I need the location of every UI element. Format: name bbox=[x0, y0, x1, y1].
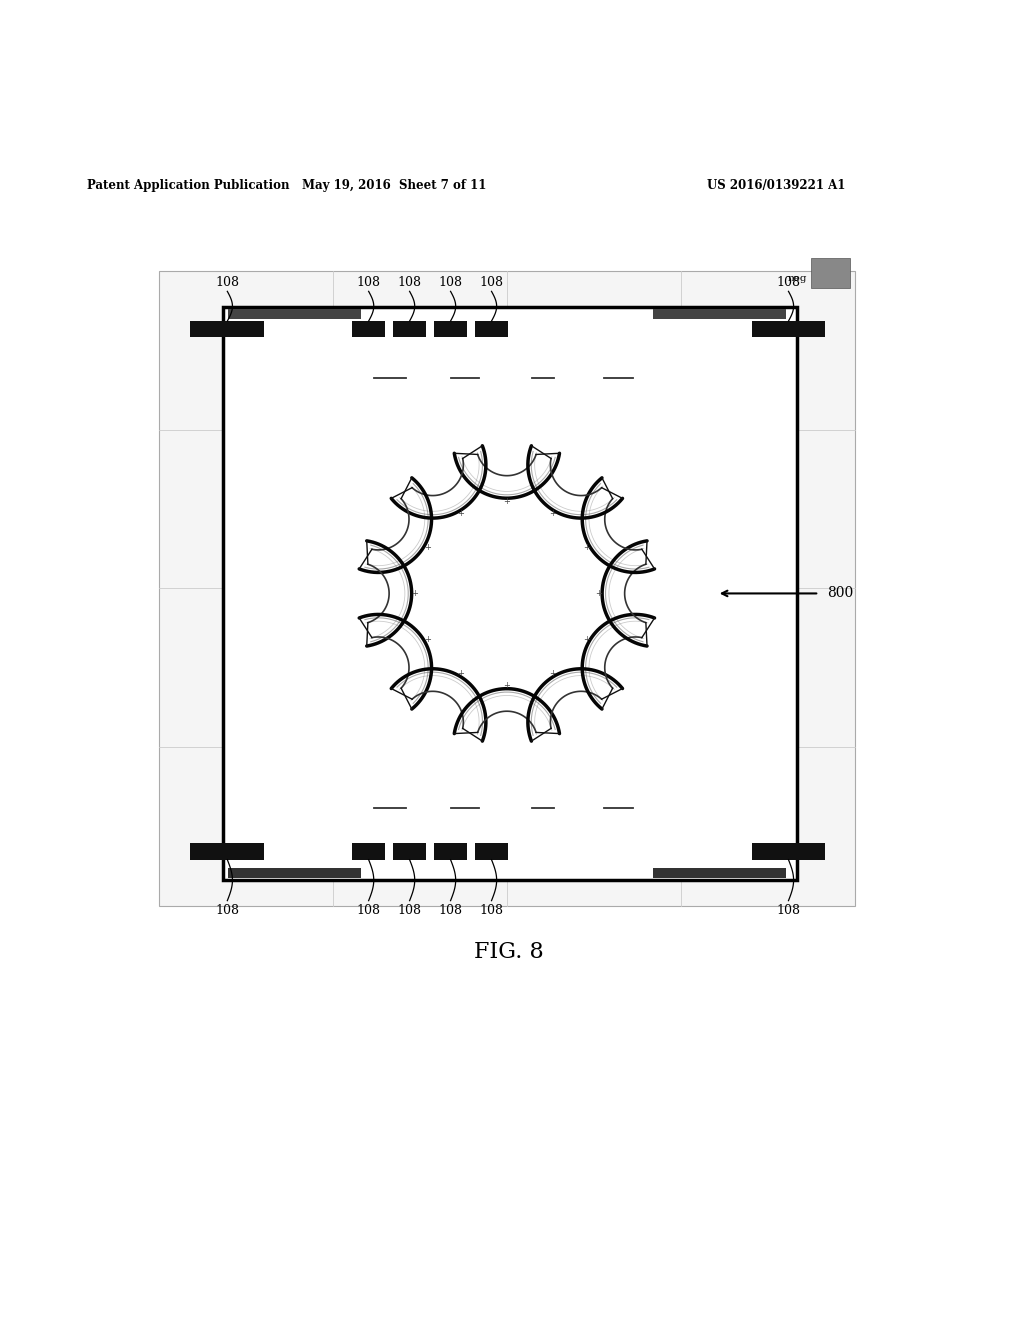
Bar bbox=[393, 843, 426, 859]
Text: +: + bbox=[458, 510, 464, 519]
Text: US 2016/0139221 A1: US 2016/0139221 A1 bbox=[707, 180, 845, 193]
Bar bbox=[434, 321, 467, 338]
Text: FIG. 8: FIG. 8 bbox=[474, 941, 544, 962]
Bar bbox=[393, 321, 426, 338]
Bar bbox=[159, 271, 855, 906]
Text: 108: 108 bbox=[776, 276, 801, 289]
Text: 108: 108 bbox=[776, 904, 801, 916]
Bar bbox=[190, 321, 264, 338]
Text: +: + bbox=[504, 496, 510, 506]
Text: Patent Application Publication: Patent Application Publication bbox=[87, 180, 290, 193]
Bar bbox=[653, 309, 786, 319]
Bar bbox=[434, 843, 467, 859]
Text: 108: 108 bbox=[397, 904, 422, 916]
Text: 800: 800 bbox=[827, 586, 854, 601]
Text: 108: 108 bbox=[479, 904, 504, 916]
Text: 108: 108 bbox=[438, 276, 463, 289]
Bar bbox=[352, 321, 385, 338]
Bar bbox=[228, 867, 361, 878]
Bar bbox=[653, 867, 786, 878]
Bar bbox=[352, 843, 385, 859]
Text: May 19, 2016  Sheet 7 of 11: May 19, 2016 Sheet 7 of 11 bbox=[302, 180, 486, 193]
Text: +: + bbox=[583, 543, 590, 552]
Text: neg: neg bbox=[787, 273, 807, 282]
Bar bbox=[190, 843, 264, 859]
Text: +: + bbox=[424, 635, 431, 644]
Text: 108: 108 bbox=[356, 904, 381, 916]
Text: +: + bbox=[412, 589, 418, 598]
Text: 108: 108 bbox=[397, 276, 422, 289]
Text: +: + bbox=[424, 543, 431, 552]
Text: 108: 108 bbox=[356, 276, 381, 289]
Text: +: + bbox=[596, 589, 602, 598]
Text: 108: 108 bbox=[215, 276, 240, 289]
Text: +: + bbox=[550, 510, 556, 519]
Bar bbox=[752, 321, 825, 338]
Text: +: + bbox=[550, 669, 556, 677]
Bar bbox=[475, 321, 508, 338]
Text: +: + bbox=[458, 669, 464, 677]
Bar bbox=[228, 309, 361, 319]
Text: 108: 108 bbox=[438, 904, 463, 916]
Text: +: + bbox=[504, 681, 510, 690]
Text: 108: 108 bbox=[215, 904, 240, 916]
Text: +: + bbox=[583, 635, 590, 644]
Text: 108: 108 bbox=[479, 276, 504, 289]
Bar bbox=[475, 843, 508, 859]
Bar bbox=[223, 306, 797, 880]
Bar bbox=[811, 257, 850, 288]
Bar bbox=[752, 843, 825, 859]
